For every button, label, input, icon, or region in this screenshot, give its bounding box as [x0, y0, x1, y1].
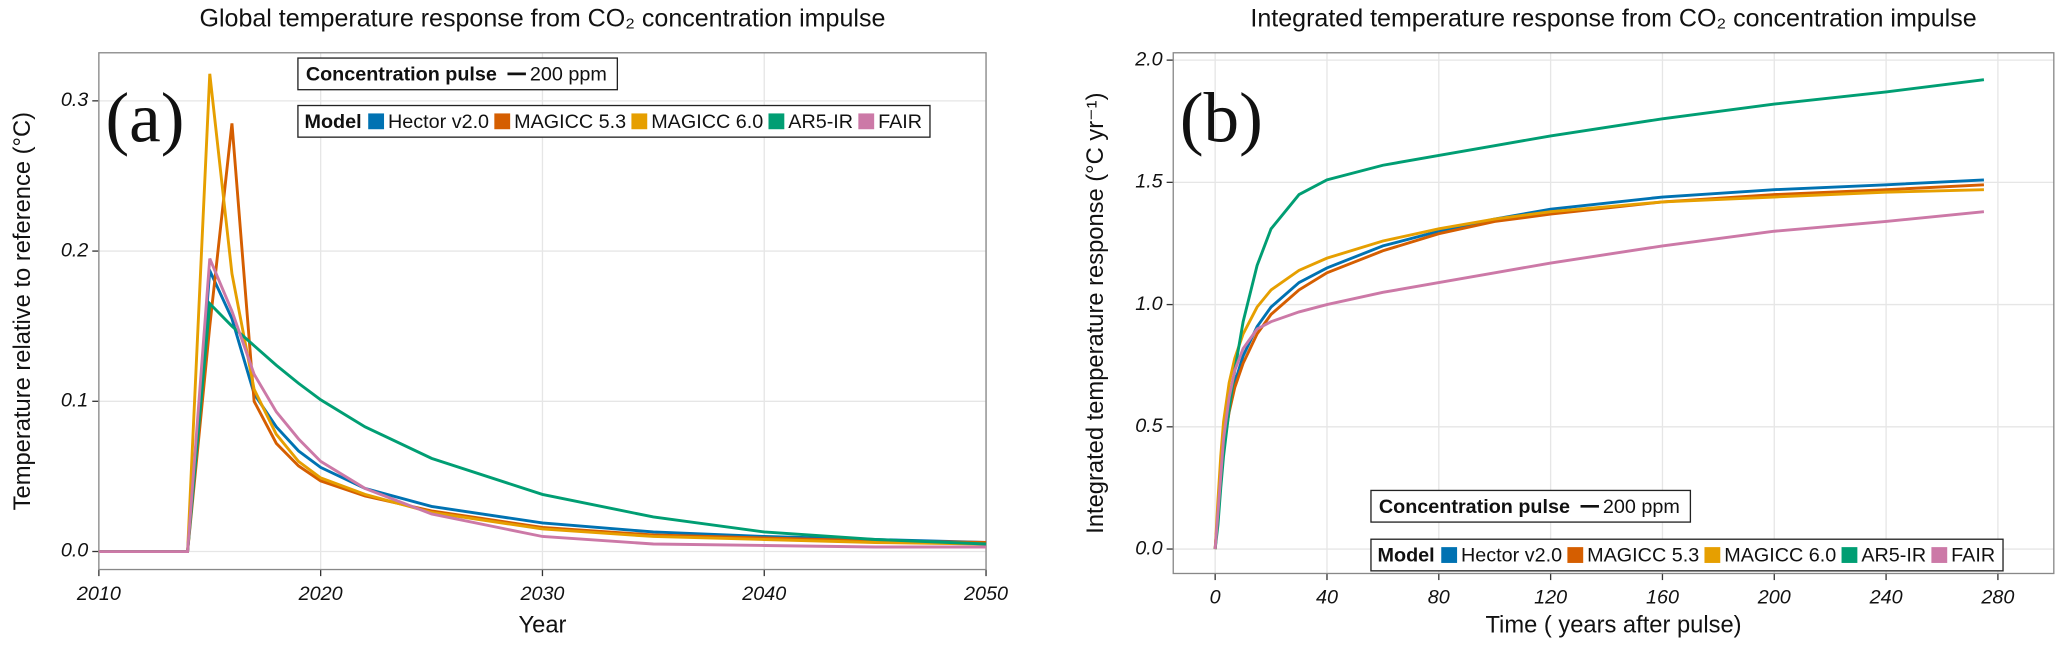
- x-tick-label: 160: [1646, 587, 1679, 609]
- legend-swatch: [494, 113, 511, 130]
- legend-swatch: [768, 113, 785, 130]
- x-tick-label: 2050: [963, 583, 1008, 605]
- x-tick-label: 40: [1316, 587, 1338, 609]
- legend-label: MAGICC 6.0: [1724, 545, 1836, 567]
- x-tick-label: 2040: [741, 583, 786, 605]
- legend-label: AR5-IR: [788, 111, 853, 133]
- legend-swatch: [1441, 547, 1458, 563]
- y-axis-label: Integrated temperature response (°C yr⁻¹…: [1083, 93, 1109, 534]
- x-tick-label: 120: [1534, 587, 1567, 609]
- legend-label: Hector v2.0: [388, 111, 489, 133]
- y-tick-label: 2.0: [1134, 48, 1162, 70]
- x-axis-label: Year: [518, 612, 566, 638]
- legend-label: MAGICC 6.0: [651, 111, 763, 133]
- legend-box: [297, 57, 619, 91]
- series-line: [1213, 188, 1984, 550]
- legend-box: [297, 104, 931, 138]
- series-line: [98, 123, 987, 553]
- legend-swatch: [858, 113, 875, 130]
- x-tick-label: 2020: [298, 583, 343, 605]
- legend-label: MAGICC 5.3: [1587, 545, 1699, 567]
- legend-box: [1370, 538, 2004, 572]
- series-line: [98, 258, 987, 553]
- legend-label: Hector v2.0: [1461, 545, 1562, 567]
- series-line: [98, 300, 987, 553]
- legend-label: 200 ppm: [530, 63, 607, 85]
- plot-background: [1173, 52, 2054, 574]
- y-tick-label: 0.0: [61, 540, 88, 562]
- panel-label: (b): [1180, 80, 1263, 158]
- chart-title: Global temperature response from CO₂ con…: [200, 4, 886, 32]
- panel-label: (a): [105, 80, 184, 158]
- x-tick-label: 0: [1210, 587, 1221, 609]
- legend-swatch: [368, 113, 385, 130]
- x-axis-label: Time ( years after pulse): [1485, 612, 1741, 638]
- x-tick-label: 200: [1757, 587, 1791, 609]
- legend-title: Model: [305, 111, 362, 133]
- legend-label: MAGICC 5.3: [514, 111, 626, 133]
- legend-label: FAIR: [878, 111, 922, 133]
- legend-swatch: [1567, 547, 1584, 563]
- x-tick-label: 280: [1980, 587, 2014, 609]
- x-tick-label: 2030: [519, 583, 564, 605]
- legend-label: 200 ppm: [1603, 496, 1680, 518]
- x-tick-label: 240: [1869, 587, 1903, 609]
- legend-label: FAIR: [1951, 545, 1995, 567]
- chart-title: Integrated temperature response from CO₂…: [1250, 4, 1976, 32]
- y-tick-label: 0.5: [1135, 415, 1163, 437]
- legend-title: Model: [1378, 545, 1435, 567]
- series-line: [98, 73, 987, 553]
- plot-border: [1172, 52, 2055, 575]
- legend-swatch: [1931, 547, 1948, 563]
- legend-box: [1370, 489, 1692, 523]
- y-tick-label: 1.0: [1135, 293, 1162, 315]
- x-tick-label: 80: [1428, 587, 1450, 609]
- x-tick-label: 2010: [76, 583, 121, 605]
- legend-swatch: [1841, 547, 1858, 563]
- y-tick-label: 0.2: [61, 239, 88, 261]
- plot-border: [98, 52, 987, 571]
- legend-swatch: [1704, 547, 1721, 563]
- y-tick-label: 1.5: [1135, 171, 1163, 193]
- legend-label: AR5-IR: [1861, 545, 1926, 567]
- legend-swatch: [631, 113, 648, 130]
- series-line: [98, 264, 987, 553]
- y-tick-label: 0.1: [61, 390, 88, 412]
- legend-title: Concentration pulse: [1379, 496, 1570, 518]
- y-tick-label: 0.0: [1135, 537, 1162, 559]
- y-tick-label: 0.3: [61, 89, 88, 111]
- series-line: [1213, 210, 1985, 550]
- y-axis-label: Temperature relative to reference (°C): [10, 112, 36, 510]
- legend-title: Concentration pulse: [306, 63, 497, 85]
